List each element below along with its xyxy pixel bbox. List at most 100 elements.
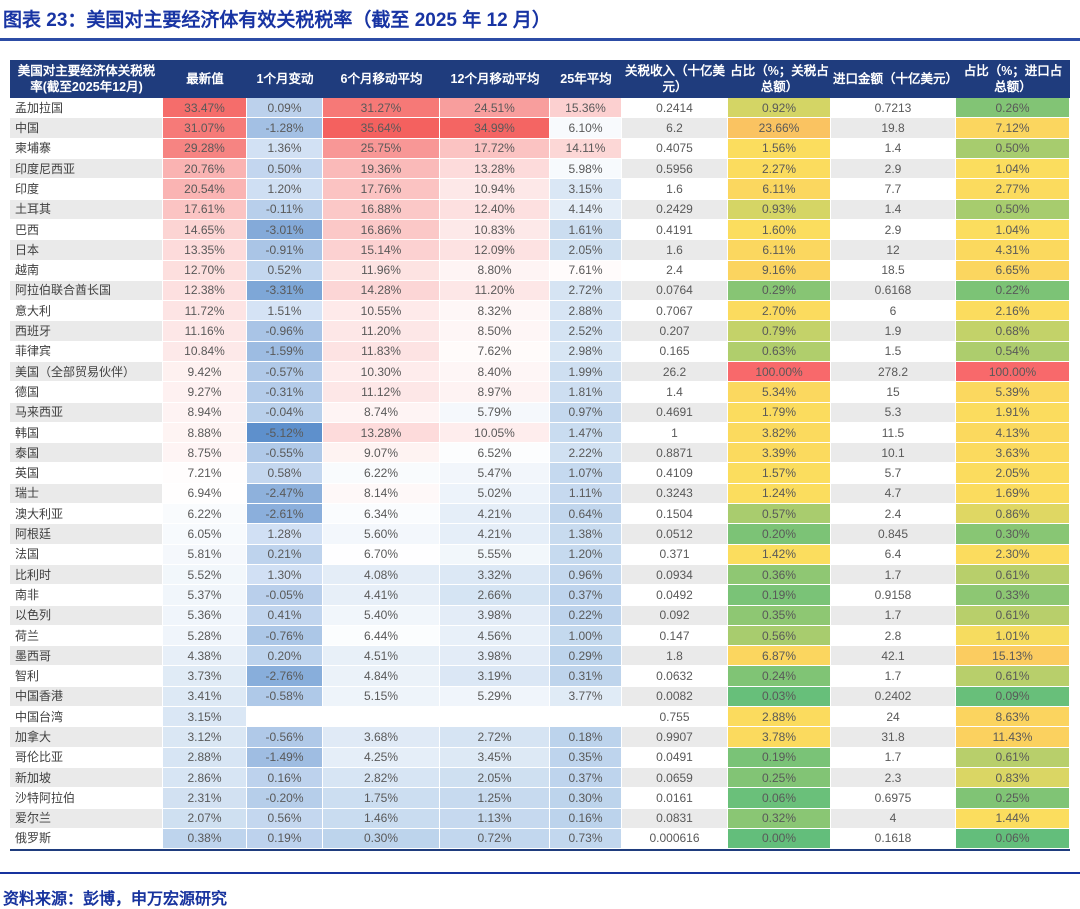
value-cell: 10.84% bbox=[163, 341, 247, 362]
value-cell: 0.73% bbox=[550, 828, 622, 850]
value-cell: 1.4 bbox=[622, 382, 728, 403]
value-cell: 5.37% bbox=[163, 585, 247, 606]
table-row: 法国 5.81% 0.21% 6.70% 5.55% 1.20% 0.371 1.42% 6.4… bbox=[10, 544, 1070, 565]
value-cell: 5.60% bbox=[323, 524, 440, 545]
value-cell: 0.845 bbox=[831, 524, 956, 545]
value-cell: 0.0831 bbox=[622, 808, 728, 829]
value-cell: 4.14% bbox=[550, 199, 622, 220]
value-cell: 14.11% bbox=[550, 138, 622, 160]
value-cell: 0.24% bbox=[728, 666, 831, 687]
value-cell bbox=[323, 707, 440, 728]
country-cell: 阿拉伯联合酋长国 bbox=[10, 280, 163, 302]
value-cell: 1.8 bbox=[622, 646, 728, 667]
value-cell: 1.4 bbox=[831, 199, 956, 220]
value-cell: 0.57% bbox=[728, 504, 831, 525]
value-cell: -2.76% bbox=[247, 666, 323, 687]
value-cell: -0.11% bbox=[247, 199, 323, 220]
value-cell: 0.06% bbox=[728, 788, 831, 809]
value-cell: -0.55% bbox=[247, 443, 323, 464]
value-cell: 11.16% bbox=[163, 321, 247, 342]
value-cell: 6.94% bbox=[163, 483, 247, 505]
value-cell: 0.29% bbox=[550, 646, 622, 667]
value-cell: 0.0161 bbox=[622, 788, 728, 809]
value-cell: 9.27% bbox=[163, 382, 247, 403]
table-row: 中国 31.07% -1.28% 35.64% 34.99% 6.10% 6.2 23.66%… bbox=[10, 118, 1070, 139]
value-cell: 3.32% bbox=[440, 564, 550, 586]
country-cell: 土耳其 bbox=[10, 199, 163, 220]
country-cell: 美国（全部贸易伙伴） bbox=[10, 362, 163, 383]
value-cell: 19.8 bbox=[831, 118, 956, 139]
value-cell: 0.0659 bbox=[622, 767, 728, 789]
table-row: 中国台湾 3.15% 0.755 2.88% 24 8.63% bbox=[10, 707, 1070, 728]
value-cell: 1.07% bbox=[550, 463, 622, 484]
value-cell: 33.47% bbox=[163, 98, 247, 119]
value-cell: 3.39% bbox=[728, 443, 831, 464]
value-cell: 10.1 bbox=[831, 443, 956, 464]
value-cell: 2.31% bbox=[163, 788, 247, 809]
value-cell: 0.86% bbox=[956, 504, 1070, 525]
country-cell: 瑞士 bbox=[10, 483, 163, 505]
value-cell: 6.44% bbox=[323, 625, 440, 647]
table-row: 孟加拉国 33.47% 0.09% 31.27% 24.51% 15.36% 0.2414 0… bbox=[10, 98, 1070, 119]
value-cell: 11.83% bbox=[323, 341, 440, 362]
value-cell: 9.42% bbox=[163, 362, 247, 383]
value-cell: 0.000616 bbox=[622, 828, 728, 850]
value-cell: 6.22% bbox=[323, 463, 440, 484]
value-cell: 0.1504 bbox=[622, 504, 728, 525]
value-cell: 0.3243 bbox=[622, 483, 728, 505]
value-cell: -0.91% bbox=[247, 240, 323, 261]
value-cell: 8.63% bbox=[956, 707, 1070, 728]
value-cell: 1.20% bbox=[247, 179, 323, 200]
value-cell: 3.98% bbox=[440, 646, 550, 667]
value-cell: 1.6 bbox=[622, 240, 728, 261]
value-cell: 4.13% bbox=[956, 422, 1070, 444]
value-cell: 2.70% bbox=[728, 301, 831, 322]
value-cell: -5.12% bbox=[247, 422, 323, 444]
value-cell: 3.12% bbox=[163, 727, 247, 748]
value-cell: 0.20% bbox=[247, 646, 323, 667]
value-cell: 0.20% bbox=[728, 524, 831, 545]
country-cell: 孟加拉国 bbox=[10, 98, 163, 119]
value-cell: 0.63% bbox=[728, 341, 831, 362]
table-row: 澳大利亚 6.22% -2.61% 6.34% 4.21% 0.64% 0.1504 0.57… bbox=[10, 504, 1070, 525]
value-cell: -3.31% bbox=[247, 280, 323, 302]
value-cell: 5.52% bbox=[163, 564, 247, 586]
value-cell: 20.54% bbox=[163, 179, 247, 200]
value-cell: 1.04% bbox=[956, 159, 1070, 180]
value-cell: 1.46% bbox=[323, 808, 440, 829]
country-cell: 沙特阿拉伯 bbox=[10, 788, 163, 809]
value-cell: 20.76% bbox=[163, 159, 247, 180]
value-cell: 1.91% bbox=[956, 402, 1070, 423]
value-cell: -0.04% bbox=[247, 402, 323, 423]
value-cell: 4.25% bbox=[323, 747, 440, 768]
value-cell: 0.0491 bbox=[622, 747, 728, 768]
value-cell: 1.30% bbox=[247, 564, 323, 586]
value-cell: 0.29% bbox=[728, 280, 831, 302]
value-cell: 25.75% bbox=[323, 138, 440, 160]
country-cell: 墨西哥 bbox=[10, 646, 163, 667]
value-cell: 4.56% bbox=[440, 625, 550, 647]
value-cell: 0.35% bbox=[550, 747, 622, 768]
country-cell: 越南 bbox=[10, 260, 163, 281]
value-cell: 3.73% bbox=[163, 666, 247, 687]
value-cell: 0.50% bbox=[247, 159, 323, 180]
value-cell: 1.38% bbox=[550, 524, 622, 545]
value-cell: 5.40% bbox=[323, 605, 440, 626]
value-cell: 9.07% bbox=[323, 443, 440, 464]
value-cell: 1.24% bbox=[728, 483, 831, 505]
value-cell bbox=[440, 707, 550, 728]
value-cell: 24.51% bbox=[440, 98, 550, 119]
value-cell: 2.05% bbox=[440, 767, 550, 789]
value-cell: 6.87% bbox=[728, 646, 831, 667]
value-cell bbox=[550, 707, 622, 728]
country-cell: 加拿大 bbox=[10, 727, 163, 748]
value-cell: 0.0492 bbox=[622, 585, 728, 606]
value-cell: 0.092 bbox=[622, 605, 728, 626]
table-row: 爱尔兰 2.07% 0.56% 1.46% 1.13% 0.16% 0.0831 0.32% 4… bbox=[10, 808, 1070, 829]
value-cell: 6 bbox=[831, 301, 956, 322]
value-cell: 0.83% bbox=[956, 767, 1070, 789]
value-cell: 5.55% bbox=[440, 544, 550, 565]
value-cell: 0.61% bbox=[956, 605, 1070, 626]
value-cell: 1.79% bbox=[728, 402, 831, 423]
table-row: 越南 12.70% 0.52% 11.96% 8.80% 7.61% 2.4 9.16% 18.… bbox=[10, 260, 1070, 281]
